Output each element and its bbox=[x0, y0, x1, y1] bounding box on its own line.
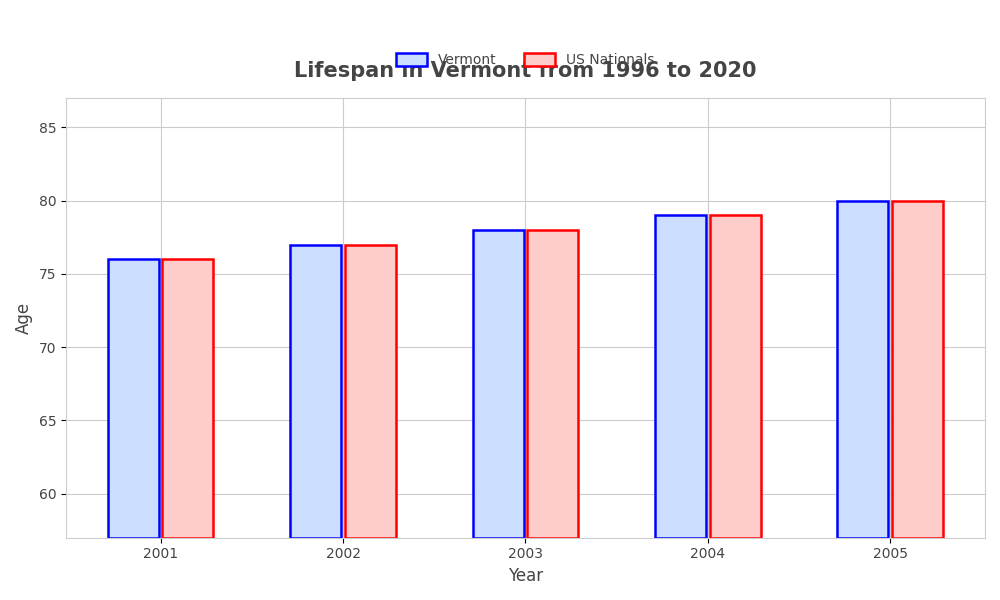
Y-axis label: Age: Age bbox=[15, 302, 33, 334]
Bar bbox=[655, 215, 706, 538]
Bar bbox=[892, 200, 943, 538]
Bar bbox=[710, 215, 761, 538]
Title: Lifespan in Vermont from 1996 to 2020: Lifespan in Vermont from 1996 to 2020 bbox=[294, 61, 757, 81]
Bar bbox=[527, 230, 578, 538]
Bar bbox=[108, 259, 159, 538]
Bar bbox=[837, 200, 888, 538]
Bar bbox=[345, 245, 396, 538]
Legend: Vermont, US Nationals: Vermont, US Nationals bbox=[391, 48, 660, 73]
Bar bbox=[290, 245, 341, 538]
Bar bbox=[473, 230, 524, 538]
X-axis label: Year: Year bbox=[508, 567, 543, 585]
Bar bbox=[162, 259, 213, 538]
